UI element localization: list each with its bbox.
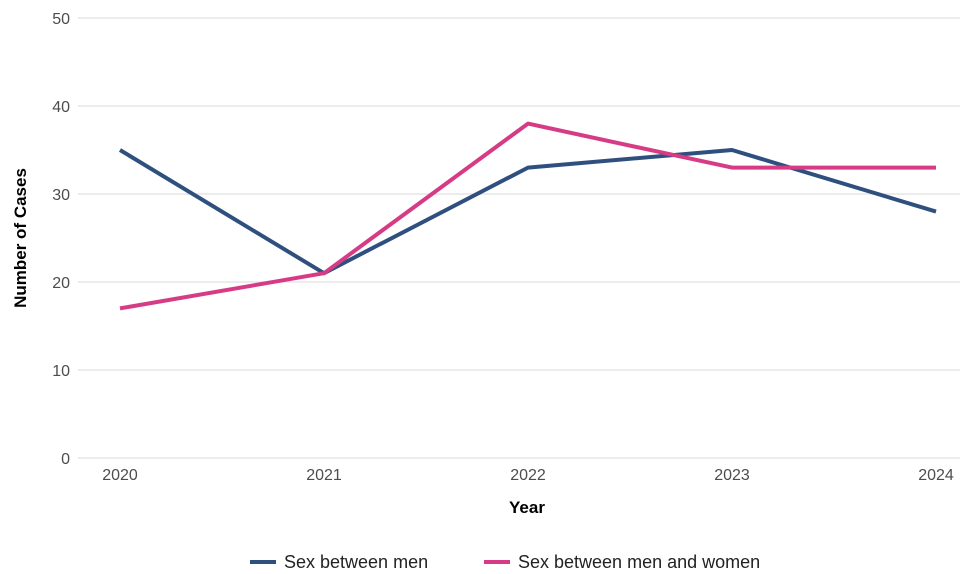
legend-label-2: Sex between men and women — [518, 552, 760, 572]
x-tick-label: 2021 — [306, 467, 342, 484]
y-tick-label: 30 — [52, 187, 70, 204]
series-lines — [118, 121, 937, 311]
x-axis-ticks: 2020 2021 2022 2023 2024 — [102, 467, 954, 484]
x-tick-label: 2020 — [102, 467, 138, 484]
x-tick-label: 2023 — [714, 467, 750, 484]
y-tick-label: 40 — [52, 99, 70, 116]
y-tick-label: 10 — [52, 363, 70, 380]
y-tick-label: 50 — [52, 11, 70, 28]
x-tick-label: 2022 — [510, 467, 546, 484]
y-axis-ticks: 0 10 20 30 40 50 — [52, 11, 70, 468]
series-line-1 — [118, 148, 937, 276]
gridlines — [78, 17, 960, 459]
legend: Sex between men Sex between men and women — [250, 552, 760, 572]
series-line-2 — [119, 121, 936, 311]
y-tick-label: 20 — [52, 275, 70, 292]
x-axis-title: Year — [509, 498, 545, 517]
legend-label-1: Sex between men — [284, 552, 428, 572]
x-tick-label: 2024 — [918, 467, 954, 484]
y-axis-title: Number of Cases — [11, 168, 30, 308]
y-tick-label: 0 — [61, 451, 70, 468]
